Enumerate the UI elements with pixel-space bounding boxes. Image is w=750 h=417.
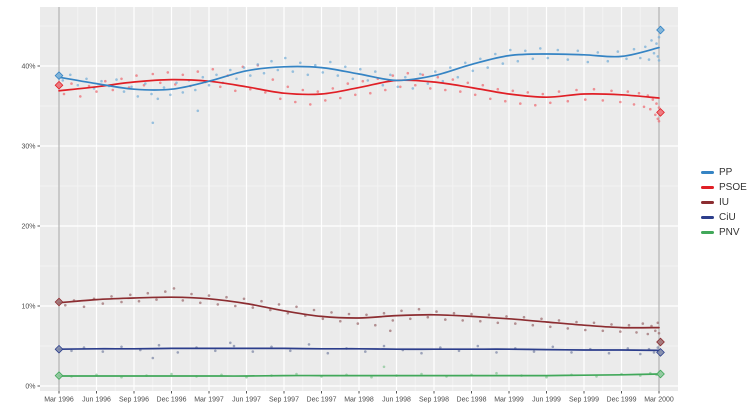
legend-label-pnv: PNV (719, 227, 740, 238)
x-tick-label: Mar 1998 (344, 397, 374, 404)
x-tick-label: Dec 1998 (457, 397, 487, 404)
result-diamond-pp (656, 25, 665, 35)
legend-swatch-iu (701, 201, 714, 204)
series-ciu-trendline (58, 347, 660, 352)
axis-labels: 0% 10% 20% 30% 40% Mar 1996 Jun 1996 Sep 1996 De… (21, 64, 673, 404)
series-iu-trendline (58, 296, 660, 329)
legend-swatch-ciu (701, 216, 714, 219)
legend-label-pp: PP (719, 167, 733, 178)
result-diamond-pnv (54, 371, 64, 380)
x-tick-label: Jun 1998 (382, 397, 411, 404)
result-diamond-ciu (54, 344, 64, 354)
legend-item-pp: PP (701, 167, 747, 178)
legend-label-ciu: CiU (719, 212, 736, 223)
result-diamond-pnv (656, 369, 665, 379)
election-result-markers (54, 25, 665, 380)
series-iu-points (64, 287, 661, 336)
series-pp-trendline (58, 46, 660, 91)
chart-legend: PP PSOE IU CiU PNV (701, 167, 747, 238)
x-tick-label: Dec 1996 (157, 397, 187, 404)
legend-item-psoe: PSOE (701, 182, 747, 193)
result-diamond-psoe (656, 108, 665, 117)
series-pnv-trendline (58, 373, 660, 377)
x-tick-label: Sep 1997 (269, 397, 299, 404)
legend-label-iu: IU (719, 197, 729, 208)
legend-label-psoe: PSOE (719, 182, 747, 193)
x-tick-label: Dec 1997 (307, 397, 337, 404)
result-diamond-ciu (656, 348, 665, 357)
x-tick-label: Sep 1999 (569, 397, 599, 404)
result-diamond-pp (54, 71, 64, 80)
legend-item-pnv: PNV (701, 227, 747, 238)
result-diamond-psoe (54, 80, 64, 90)
x-tick-label: Sep 1998 (419, 397, 449, 404)
y-tick-label: 30% (21, 144, 35, 151)
result-diamond-iu (656, 337, 665, 347)
x-tick-label: Jun 1997 (232, 397, 261, 404)
legend-swatch-pp (701, 171, 714, 174)
x-tick-label: Jun 1999 (532, 397, 561, 404)
y-tick-label: 40% (21, 64, 35, 71)
x-tick-label: Mar 1996 (44, 397, 74, 404)
series-psoe-points (62, 63, 661, 123)
legend-swatch-psoe (701, 186, 714, 189)
series-psoe-trendline (58, 78, 660, 99)
legend-item-iu: IU (701, 197, 747, 208)
x-tick-label: Mar 1997 (194, 397, 224, 404)
x-tick-label: Dec 1999 (607, 397, 637, 404)
x-tick-label: Sep 1996 (119, 397, 149, 404)
y-tick-label: 10% (21, 304, 35, 311)
x-tick-label: Jun 1996 (82, 397, 111, 404)
result-diamond-iu (54, 297, 64, 307)
legend-swatch-pnv (701, 231, 714, 234)
x-tick-label: Mar 2000 (644, 397, 674, 404)
y-tick-label: 0% (25, 384, 35, 391)
y-tick-label: 20% (21, 224, 35, 231)
x-tick-label: Mar 1999 (494, 397, 524, 404)
legend-item-ciu: CiU (701, 212, 747, 223)
